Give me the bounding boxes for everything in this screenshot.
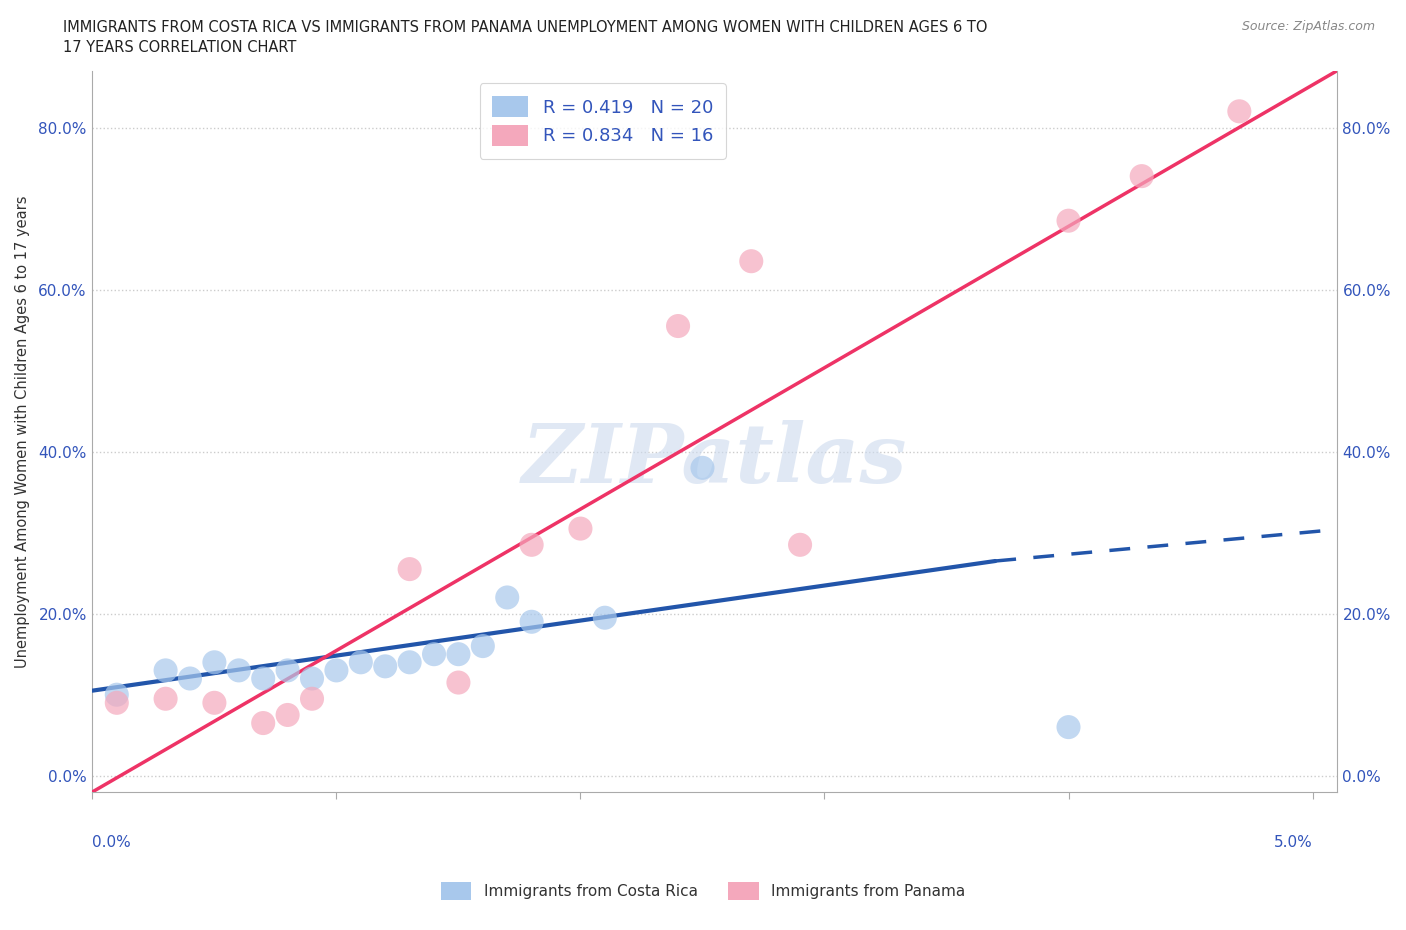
Point	[202, 655, 225, 670]
Point	[228, 663, 250, 678]
Point	[350, 655, 373, 670]
Point	[1130, 168, 1153, 183]
Point	[105, 687, 128, 702]
Point	[520, 615, 543, 630]
Point	[447, 675, 470, 690]
Text: 0.0%: 0.0%	[93, 835, 131, 850]
Point	[1057, 213, 1080, 228]
Point	[789, 538, 811, 552]
Text: 17 YEARS CORRELATION CHART: 17 YEARS CORRELATION CHART	[63, 40, 297, 55]
Point	[252, 671, 274, 686]
Text: Source: ZipAtlas.com: Source: ZipAtlas.com	[1241, 20, 1375, 33]
Point	[277, 663, 299, 678]
Point	[105, 696, 128, 711]
Point	[520, 538, 543, 552]
Text: IMMIGRANTS FROM COSTA RICA VS IMMIGRANTS FROM PANAMA UNEMPLOYMENT AMONG WOMEN WI: IMMIGRANTS FROM COSTA RICA VS IMMIGRANTS…	[63, 20, 988, 35]
Point	[447, 646, 470, 661]
Point	[374, 658, 396, 673]
Point	[666, 319, 689, 334]
Legend: Immigrants from Costa Rica, Immigrants from Panama: Immigrants from Costa Rica, Immigrants f…	[434, 876, 972, 906]
Text: ZIPatlas: ZIPatlas	[522, 420, 907, 500]
Point	[1057, 720, 1080, 735]
Point	[301, 671, 323, 686]
Point	[277, 708, 299, 723]
Point	[155, 691, 177, 706]
Point	[423, 646, 446, 661]
Point	[325, 663, 347, 678]
Point	[740, 254, 762, 269]
Point	[155, 663, 177, 678]
Point	[569, 521, 592, 536]
Point	[398, 655, 420, 670]
Legend: R = 0.419   N = 20, R = 0.834   N = 16: R = 0.419 N = 20, R = 0.834 N = 16	[479, 84, 725, 158]
Y-axis label: Unemployment Among Women with Children Ages 6 to 17 years: Unemployment Among Women with Children A…	[15, 195, 30, 668]
Point	[202, 696, 225, 711]
Point	[692, 460, 714, 475]
Point	[496, 590, 519, 604]
Point	[301, 691, 323, 706]
Point	[1227, 104, 1250, 119]
Text: 5.0%: 5.0%	[1274, 835, 1313, 850]
Point	[398, 562, 420, 577]
Point	[471, 639, 494, 654]
Point	[252, 715, 274, 730]
Point	[593, 610, 616, 625]
Point	[179, 671, 201, 686]
